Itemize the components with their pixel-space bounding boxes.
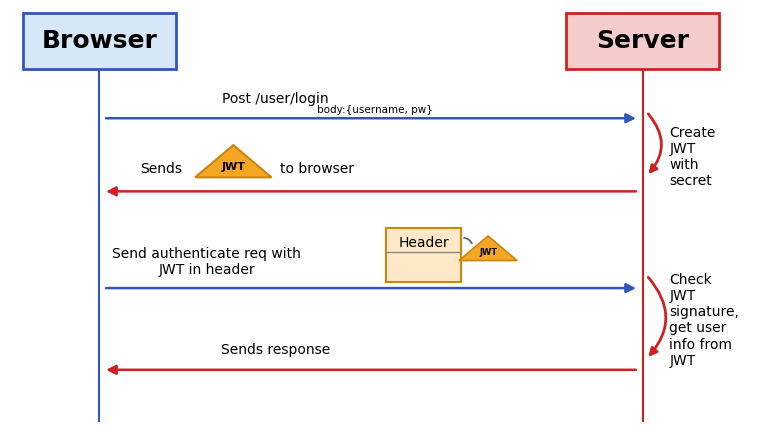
- FancyBboxPatch shape: [23, 13, 176, 69]
- Text: JWT: JWT: [479, 248, 497, 257]
- FancyArrowPatch shape: [648, 114, 662, 172]
- FancyBboxPatch shape: [566, 13, 719, 69]
- Text: Browser: Browser: [41, 29, 158, 53]
- FancyArrowPatch shape: [648, 277, 666, 355]
- Text: JWT: JWT: [221, 162, 246, 172]
- FancyBboxPatch shape: [386, 228, 461, 282]
- Text: Header: Header: [399, 236, 449, 250]
- Text: Server: Server: [596, 29, 689, 53]
- Polygon shape: [195, 145, 272, 177]
- Text: Sends response: Sends response: [221, 344, 330, 357]
- Polygon shape: [459, 236, 517, 261]
- Text: body:{username, pw}: body:{username, pw}: [317, 104, 433, 115]
- Text: Check
JWT
signature,
get user
info from
JWT: Check JWT signature, get user info from …: [669, 273, 739, 368]
- Text: to browser: to browser: [281, 162, 354, 175]
- Text: Post /user/login: Post /user/login: [222, 92, 329, 106]
- Text: Create
JWT
with
secret: Create JWT with secret: [669, 126, 716, 188]
- Text: Sends: Sends: [140, 162, 181, 175]
- FancyArrowPatch shape: [464, 238, 472, 243]
- Text: Send authenticate req with
JWT in header: Send authenticate req with JWT in header: [112, 247, 301, 277]
